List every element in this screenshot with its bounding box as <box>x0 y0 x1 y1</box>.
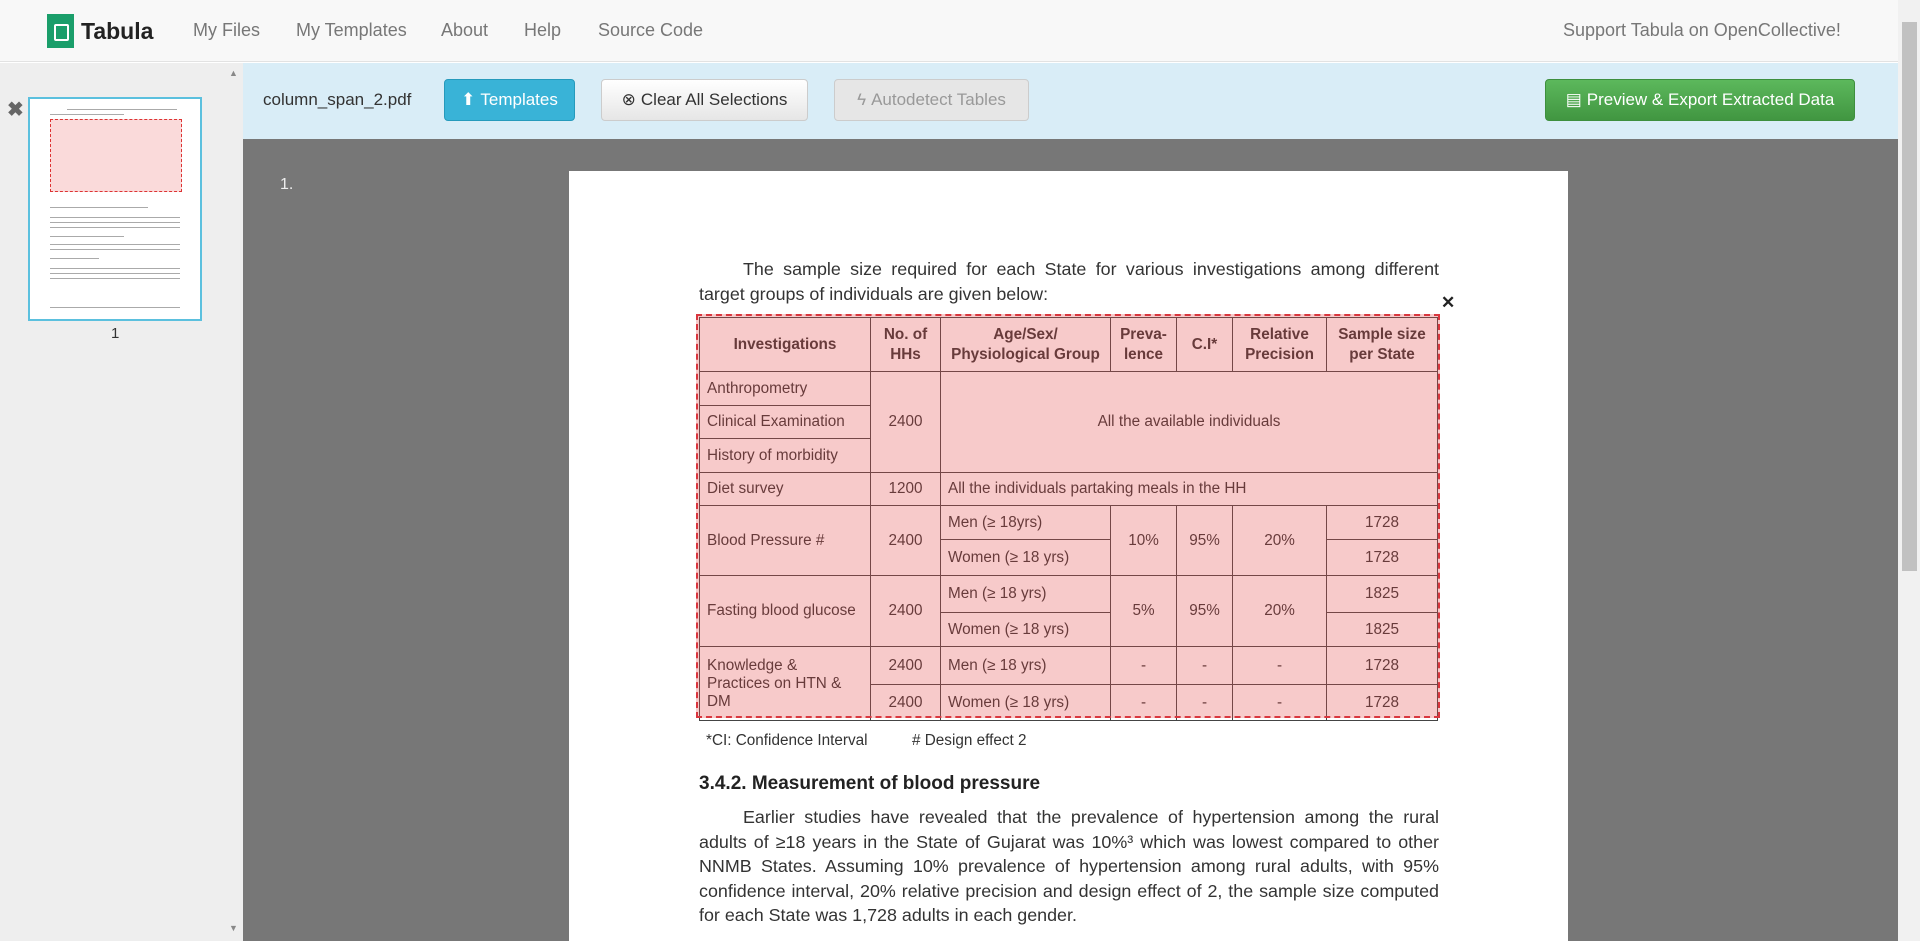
cell: 2400 <box>870 505 941 576</box>
header-prevalence: Preva- lence <box>1110 317 1177 372</box>
cell: 2400 <box>870 646 941 685</box>
cell: 1728 <box>1326 539 1438 576</box>
cell: Women (≥ 18 yrs) <box>940 684 1111 721</box>
scrollbar-thumb[interactable] <box>1902 22 1917 571</box>
page-number: 1. <box>280 176 294 193</box>
cell: Knowledge & Practices on HTN & DM <box>699 646 871 721</box>
cell: All the available individuals <box>940 371 1438 473</box>
cell: Men (≥ 18 yrs) <box>940 646 1111 685</box>
table-icon: ▤ <box>1565 90 1582 109</box>
cell: 2400 <box>870 684 941 721</box>
page-sidebar: ✖ ▲ ▼ 1 <box>0 63 243 941</box>
toolbar: column_span_2.pdf ⬆ Templates ⊗ Clear All … <box>243 63 1898 139</box>
cell: 1825 <box>1326 575 1438 613</box>
nav-my-templates[interactable]: My Templates <box>296 20 407 40</box>
nav-support-link[interactable]: Support Tabula on OpenCollective! <box>1563 20 1841 40</box>
lightning-icon: ϟ <box>857 90 867 109</box>
cell: Clinical Examination <box>699 405 871 439</box>
nav-help[interactable]: Help <box>524 20 562 40</box>
clear-label: Clear All Selections <box>640 90 788 109</box>
header-group: Age/Sex/ Physiological Group <box>940 317 1111 372</box>
export-label: Preview & Export Extracted Data <box>1586 90 1835 109</box>
header-precision: Relative Precision <box>1232 317 1327 372</box>
navbar: Tabula My Files My Templates About Help … <box>0 0 1898 62</box>
cell: 1728 <box>1326 646 1438 685</box>
cell: 20% <box>1232 505 1327 576</box>
templates-icon: ⬆ <box>461 90 476 109</box>
remove-selection-icon[interactable]: ✕ <box>1441 293 1456 312</box>
footnote-design: # Design effect 2 <box>912 732 1027 749</box>
cell: History of morbidity <box>699 438 871 473</box>
clear-circle-x-icon: ⊗ <box>621 90 636 109</box>
pdf-page[interactable]: The sample size required for each State … <box>569 171 1568 941</box>
cell: 1728 <box>1326 684 1438 721</box>
intro-paragraph: The sample size required for each State … <box>699 259 1439 304</box>
header-investigations: Investigations <box>699 317 871 372</box>
cell: - <box>1176 684 1233 721</box>
brand-name: Tabula <box>81 17 154 44</box>
body-paragraph: Earlier studies have revealed that the p… <box>699 807 1439 925</box>
cell: Blood Pressure # <box>699 505 871 576</box>
preview-export-button[interactable]: ▤ Preview & Export Extracted Data <box>1545 79 1855 121</box>
cell: Diet survey <box>699 472 871 506</box>
page-thumbnail[interactable] <box>28 97 202 321</box>
cell: 95% <box>1176 505 1233 576</box>
nav-about[interactable]: About <box>441 20 489 40</box>
cell: All the individuals partaking meals in t… <box>940 472 1438 506</box>
cell: 2400 <box>870 371 941 473</box>
brand[interactable]: Tabula <box>47 14 153 48</box>
footnote-ci: *CI: Confidence Interval <box>706 732 868 749</box>
cell: - <box>1232 684 1327 721</box>
tabula-logo-icon <box>47 14 74 48</box>
thumbnail-page-label: 1 <box>111 325 120 342</box>
cell: Women (≥ 18 yrs) <box>940 539 1111 576</box>
cell: 1200 <box>870 472 941 506</box>
autodetect-tables-button[interactable]: ϟ Autodetect Tables <box>834 79 1029 121</box>
cell: 1728 <box>1326 505 1438 540</box>
filename: column_span_2.pdf <box>263 90 412 109</box>
sample-size-table: Investigations No. of HHs Age/Sex/ Physi… <box>699 317 1438 721</box>
scroll-up-icon[interactable]: ▲ <box>229 68 238 78</box>
cell: - <box>1232 646 1327 685</box>
cell: - <box>1176 646 1233 685</box>
section-heading: 3.4.2. Measurement of blood pressure <box>699 773 1041 794</box>
header-sample-size: Sample size per State <box>1326 317 1438 372</box>
cell: 5% <box>1110 575 1177 647</box>
cell: Women (≥ 18 yrs) <box>940 612 1111 647</box>
templates-label: Templates <box>480 90 558 109</box>
cell: 1825 <box>1326 612 1438 647</box>
nav-source-code[interactable]: Source Code <box>598 20 704 40</box>
templates-button[interactable]: ⬆ Templates <box>444 79 575 121</box>
cell: 20% <box>1232 575 1327 647</box>
cell: 2400 <box>870 575 941 647</box>
header-hhs: No. of HHs <box>870 317 941 372</box>
nav-my-files[interactable]: My Files <box>193 20 260 40</box>
header-ci: C.I* <box>1176 317 1233 372</box>
thumbnail-selection <box>50 119 182 192</box>
cell: Anthropometry <box>699 371 871 406</box>
cell: Fasting blood glucose <box>699 575 871 647</box>
cell: 10% <box>1110 505 1177 576</box>
close-icon[interactable]: ✖ <box>7 99 24 121</box>
cell: - <box>1110 684 1177 721</box>
cell: Men (≥ 18 yrs) <box>940 575 1111 613</box>
clear-selections-button[interactable]: ⊗ Clear All Selections <box>601 79 808 121</box>
pdf-viewer: 1. The sample size required for each Sta… <box>243 139 1898 941</box>
window-scrollbar[interactable] <box>1898 0 1920 941</box>
cell: 95% <box>1176 575 1233 647</box>
scroll-down-icon[interactable]: ▼ <box>229 923 238 933</box>
autodetect-label: Autodetect Tables <box>871 90 1006 109</box>
cell: - <box>1110 646 1177 685</box>
cell: Men (≥ 18yrs) <box>940 505 1111 540</box>
